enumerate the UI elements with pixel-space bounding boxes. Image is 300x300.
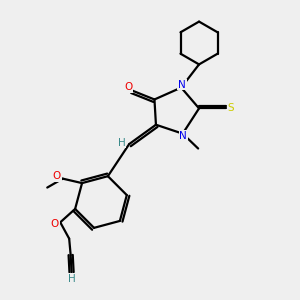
Text: S: S [228,103,235,113]
Text: N: N [179,131,187,141]
Text: H: H [118,138,126,148]
Text: H: H [68,274,75,284]
Text: O: O [124,82,133,92]
Text: O: O [53,171,61,181]
Text: O: O [51,219,59,229]
Text: N: N [178,80,186,90]
